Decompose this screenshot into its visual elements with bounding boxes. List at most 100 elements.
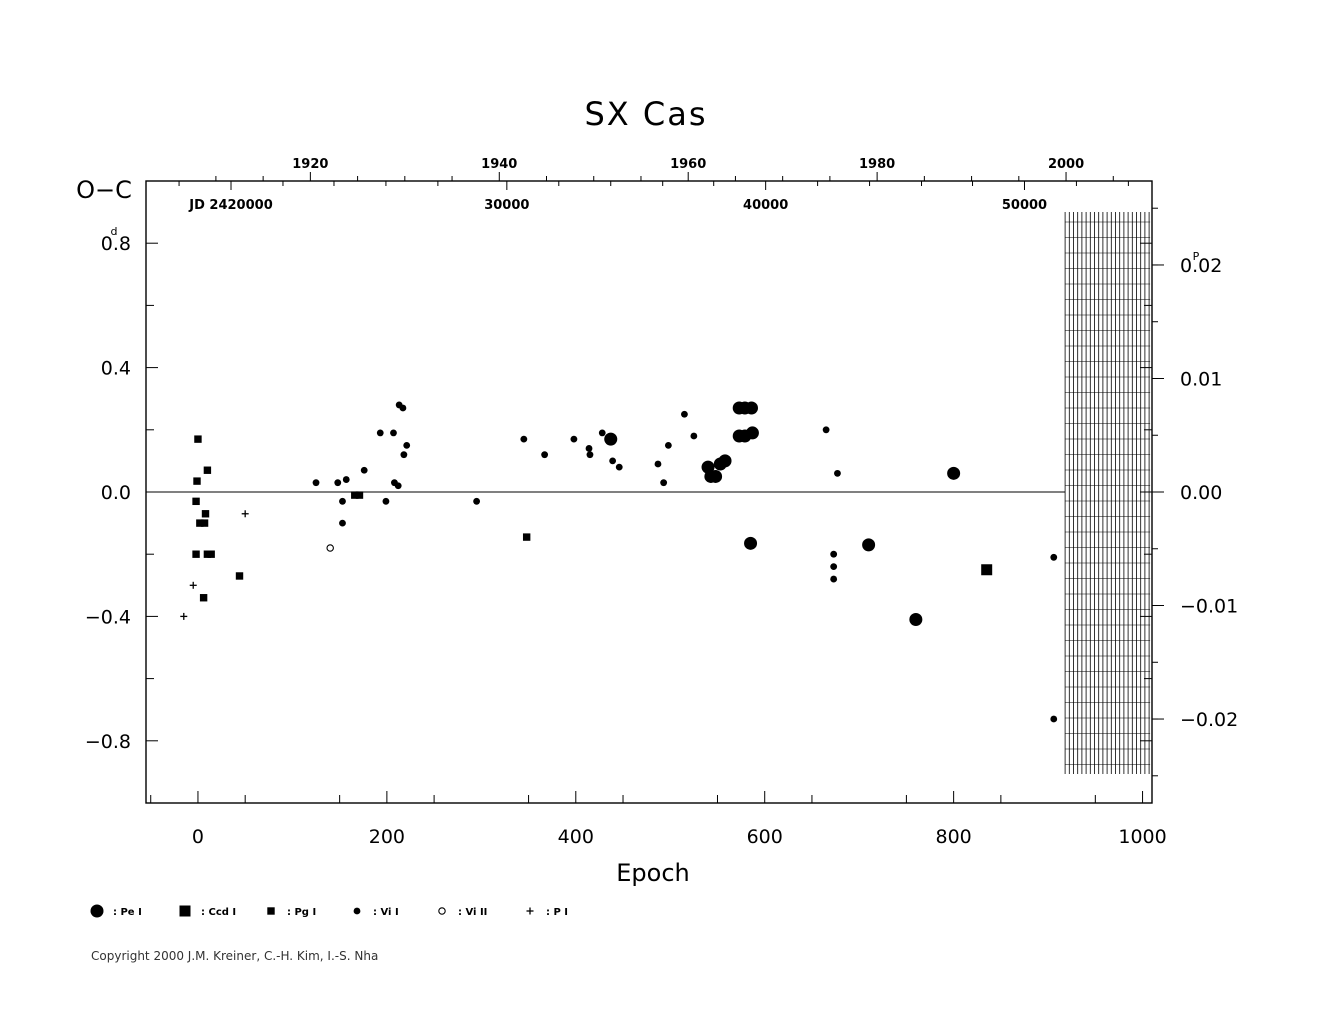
year-tick-label: 1960 <box>670 157 706 172</box>
data-point-vi <box>822 426 830 434</box>
data-point-ccd <box>981 564 993 576</box>
data-point-vi <box>654 460 662 468</box>
y-unit-superscript: d <box>111 225 118 238</box>
data-point-pg <box>192 550 200 558</box>
year-tick-label: 2000 <box>1048 157 1084 172</box>
data-point-vi <box>830 563 838 571</box>
legend-label: : Ccd I <box>201 907 236 918</box>
data-point-vi <box>382 497 390 505</box>
future-hatch-area <box>1064 212 1151 774</box>
y-axis-label: O−C <box>76 176 132 204</box>
year-tick-label: 1940 <box>481 157 517 172</box>
data-point-vi <box>394 482 402 490</box>
jd-tick-label: 50000 <box>1002 198 1047 213</box>
right-tick-label: 0.00 <box>1180 482 1222 504</box>
jd-axis: JD 2420000 30000 40000 50000 <box>178 181 1129 213</box>
y-tick-label: 0.8 <box>101 233 131 255</box>
copyright-text: Copyright 2000 J.M. Kreiner, C.-H. Kim, … <box>91 949 379 963</box>
legend-marker-pe <box>90 904 104 918</box>
jd-tick-label: JD 2420000 <box>188 198 272 213</box>
x-tick-label: 600 <box>747 826 783 848</box>
y-tick-label: −0.8 <box>85 731 131 753</box>
data-point-vi <box>834 469 841 477</box>
data-point-pg <box>355 491 364 499</box>
data-point-pg <box>193 477 201 485</box>
data-point-vi <box>609 457 617 465</box>
data-point-vi <box>339 497 346 505</box>
data-point-vi <box>681 410 688 418</box>
data-point-vi <box>334 479 342 487</box>
right-tick-label: −0.01 <box>1180 596 1238 618</box>
data-point-pe <box>745 426 759 440</box>
legend-marker-vi <box>353 907 361 915</box>
year-axis: 1920 1940 1960 1980 2000 <box>215 157 1114 181</box>
legend-label: : P I <box>546 907 568 918</box>
chart-title: SX Cas <box>584 95 707 133</box>
legend-marker-p <box>526 907 534 915</box>
data-point-vi <box>830 575 838 583</box>
data-point-pg <box>522 533 531 541</box>
year-tick-label: 1920 <box>292 157 328 172</box>
y-tick-label: 0.0 <box>101 482 131 504</box>
data-point-vi <box>598 429 606 437</box>
data-point-vi <box>390 429 397 437</box>
data-point-vi <box>615 463 623 471</box>
data-point-pe <box>862 538 876 552</box>
x-tick-label: 400 <box>558 826 594 848</box>
data-point-vi <box>541 451 549 459</box>
data-point-pg <box>196 519 204 527</box>
data-point-pg <box>199 594 208 602</box>
data-point-pe <box>744 401 758 415</box>
data-point-vi <box>1050 553 1058 561</box>
data-points <box>180 401 1058 723</box>
y-tick-label: 0.4 <box>101 358 131 380</box>
data-point-vi <box>360 466 368 474</box>
y-axis: 0.8 0.4 0.0 −0.4 −0.8 d <box>85 225 1152 753</box>
data-point-vi <box>830 550 838 558</box>
data-point-vi2 <box>326 544 334 552</box>
data-point-pg <box>351 491 359 499</box>
data-point-vi <box>690 432 698 440</box>
legend-label: : Pe I <box>113 907 142 918</box>
data-point-pg <box>203 466 212 474</box>
legend: : Pe I : Ccd I : Pg I : Vi I : Vi II : P I <box>90 904 568 918</box>
data-point-pe <box>744 536 758 550</box>
data-point-pe <box>947 466 961 480</box>
legend-marker-vi2 <box>438 907 446 915</box>
data-point-vi <box>660 479 668 487</box>
jd-tick-label: 30000 <box>484 198 529 213</box>
right-tick-label: −0.02 <box>1180 709 1238 731</box>
legend-label: : Pg I <box>287 907 316 918</box>
x-tick-label: 200 <box>369 826 405 848</box>
data-point-pg <box>207 550 215 558</box>
y-tick-label: −0.4 <box>85 606 131 628</box>
jd-tick-label: 40000 <box>743 198 788 213</box>
data-point-vi <box>586 451 594 459</box>
data-point-vi <box>570 435 578 443</box>
x-axis: 0 200 400 600 800 1000 <box>150 791 1167 848</box>
x-axis-label: Epoch <box>616 859 690 887</box>
data-point-pe <box>718 454 732 468</box>
data-point-p <box>241 510 249 518</box>
right-axis: 0.02 0.01 0.00 −0.01 −0.02 P <box>1152 207 1238 777</box>
data-point-pg <box>194 435 202 443</box>
year-tick-label: 1980 <box>859 157 895 172</box>
data-point-pg <box>203 550 212 558</box>
legend-marker-pg <box>267 907 275 915</box>
legend-label: : Vi I <box>373 907 399 918</box>
data-point-vi <box>376 429 384 437</box>
data-point-p <box>189 581 197 589</box>
plot-frame <box>145 180 1153 804</box>
data-point-vi <box>520 435 528 443</box>
x-tick-label: 1000 <box>1118 826 1166 848</box>
data-point-pg <box>192 497 200 506</box>
data-point-vi <box>312 479 320 487</box>
data-point-pg <box>201 510 210 518</box>
legend-label: : Vi II <box>458 907 487 918</box>
data-point-pe <box>909 613 923 627</box>
right-unit-superscript: P <box>1193 250 1200 263</box>
right-tick-label: 0.01 <box>1180 368 1222 390</box>
data-point-vi <box>585 445 593 452</box>
data-point-pe <box>709 469 723 483</box>
